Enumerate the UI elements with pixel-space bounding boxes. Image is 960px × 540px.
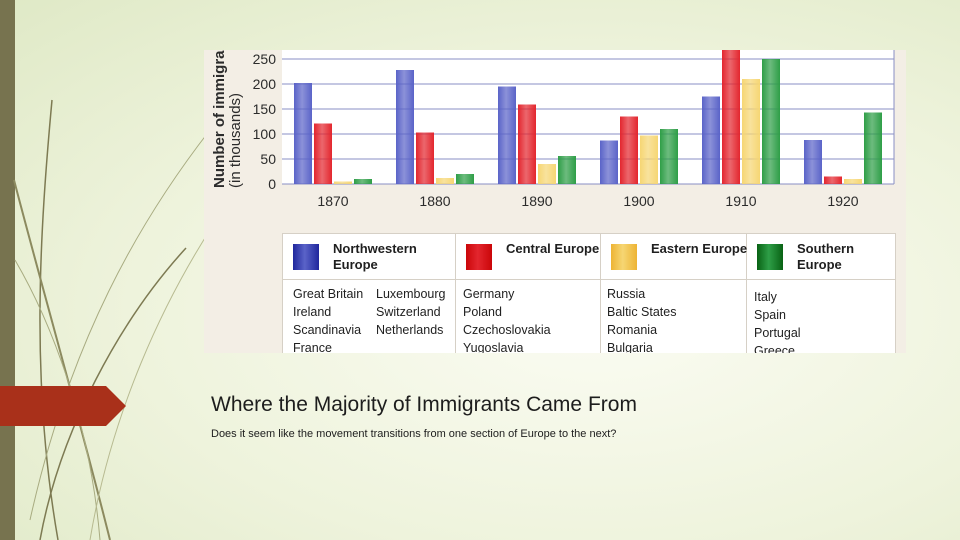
y-axis-subtitle: (in thousands) (227, 92, 244, 188)
central-swatch (466, 244, 492, 270)
bar-central-europe-1890 (518, 104, 536, 184)
bar-eastern-europe-1880 (436, 178, 454, 184)
legend-group-name: Southern Europe (797, 241, 855, 272)
y-tick-label: 50 (260, 151, 276, 167)
legend-group-eastern: Eastern Europe Russia Baltic States Roma… (601, 234, 747, 353)
y-tick-label: 150 (253, 101, 277, 117)
y-tick-label: 100 (253, 126, 277, 142)
country-label: Scandinavia (293, 323, 362, 337)
plot-area (282, 50, 894, 184)
bar-eastern-europe-1900 (640, 135, 658, 184)
country-label: Spain (754, 308, 786, 322)
bar-southern-europe-1920 (864, 112, 882, 184)
country-label: Czechoslovakia (463, 323, 551, 337)
bar-eastern-europe-1910 (742, 79, 760, 184)
southern-swatch (757, 244, 783, 270)
bar-southern-europe-1890 (558, 156, 576, 184)
country-label: Russia (607, 287, 646, 301)
chart-panel: 0 50 100 150 200 250 1870 1880 1890 1900 1910 1920… (204, 50, 906, 353)
country-label: Portugal (754, 326, 801, 340)
slide-subtitle: Does it seem like the movement transitio… (211, 428, 617, 440)
bar-central-europe-1910 (722, 50, 740, 184)
bar-northwestern-europe-1900 (600, 140, 618, 184)
bar-central-europe-1920 (824, 176, 842, 184)
legend-group-name: Eastern Europe (651, 241, 748, 256)
bar-northwestern-europe-1880 (396, 70, 414, 184)
country-label: Luxembourg (376, 287, 446, 301)
bar-central-europe-1880 (416, 132, 434, 184)
y-axis-label: Number of immigrants (in thousands) (211, 50, 244, 188)
eastern-swatch (611, 244, 637, 270)
x-tick-label: 1880 (419, 193, 450, 209)
y-tick-label: 0 (268, 176, 276, 192)
bar-central-europe-1870 (314, 123, 332, 184)
decorative-grass-lines (13, 99, 231, 540)
bar-northwestern-europe-1890 (498, 86, 516, 184)
slide-title: Where the Majority of Immigrants Came Fr… (211, 393, 637, 416)
legend-group-name: Northwestern Europe (333, 241, 417, 272)
country-label: Romania (607, 323, 658, 337)
country-label: Germany (463, 287, 515, 301)
bar-northwestern-europe-1870 (294, 83, 312, 184)
legend-group-central: Central Europe Germany Poland Czechoslov… (456, 234, 601, 353)
bar-southern-europe-1870 (354, 179, 372, 184)
bar-eastern-europe-1890 (538, 164, 556, 184)
legend-group-name: Central Europe (506, 241, 600, 256)
legend-group-southern: Southern Europe Italy Spain Portugal Gre… (747, 234, 895, 353)
x-tick-label: 1900 (623, 193, 654, 209)
country-label: Bulgaria (607, 341, 653, 353)
bar-northwestern-europe-1920 (804, 140, 822, 184)
legend-table: Northwestern Europe Great Britain Luxemb… (282, 233, 896, 353)
bar-southern-europe-1910 (762, 59, 780, 184)
bar-eastern-europe-1870 (334, 181, 352, 184)
country-label: Ireland (293, 305, 332, 319)
y-tick-label: 250 (253, 51, 277, 67)
country-label: Yugoslavia (463, 341, 524, 353)
country-label: Greece (754, 344, 795, 353)
x-tick-label: 1870 (317, 193, 348, 209)
bar-chart: 0 50 100 150 200 250 1870 1880 1890 1900 1910 1920 (253, 50, 895, 209)
country-label: Switzerland (376, 305, 441, 319)
country-label: Baltic States (607, 305, 677, 319)
country-label: Netherlands (376, 323, 444, 337)
northwestern-swatch (293, 244, 319, 270)
x-tick-label: 1890 (521, 193, 552, 209)
x-tick-label: 1920 (827, 193, 858, 209)
bar-southern-europe-1880 (456, 174, 474, 184)
red-arrow-tab (0, 386, 126, 426)
country-label: Great Britain (293, 287, 364, 301)
x-tick-label: 1910 (725, 193, 756, 209)
bar-central-europe-1900 (620, 116, 638, 184)
country-label: Poland (463, 305, 502, 319)
bar-eastern-europe-1920 (844, 179, 862, 184)
y-axis-title: Number of immigrants (211, 50, 228, 188)
country-label: Italy (754, 290, 777, 304)
legend-group-northwestern: Northwestern Europe Great Britain Luxemb… (283, 234, 456, 353)
bar-northwestern-europe-1910 (702, 96, 720, 184)
bar-southern-europe-1900 (660, 129, 678, 184)
country-label: France (293, 341, 332, 353)
y-tick-label: 200 (253, 76, 277, 92)
